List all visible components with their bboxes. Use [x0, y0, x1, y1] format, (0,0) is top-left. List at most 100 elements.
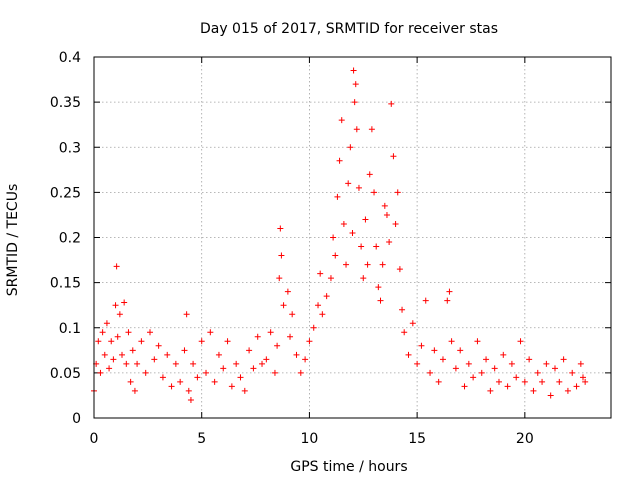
data-point — [564, 387, 571, 394]
data-point — [323, 293, 330, 300]
data-point — [131, 387, 138, 394]
data-point — [177, 378, 184, 385]
data-point — [181, 347, 188, 354]
data-point — [114, 333, 121, 340]
x-tick-label: 20 — [516, 431, 534, 447]
y-tick-label: 0.3 — [59, 140, 81, 156]
data-point — [172, 360, 179, 367]
data-point — [310, 324, 317, 331]
data-points — [91, 67, 589, 403]
data-point — [317, 270, 324, 277]
x-tick-label: 10 — [301, 431, 319, 447]
data-point — [448, 338, 455, 345]
y-tick-label: 0.25 — [50, 185, 81, 201]
data-point — [401, 329, 408, 336]
data-point — [151, 356, 158, 363]
data-point — [431, 347, 438, 354]
data-point — [386, 239, 393, 246]
data-point — [446, 288, 453, 295]
data-point — [194, 374, 201, 381]
data-point — [375, 284, 382, 291]
plot-frame — [93, 56, 612, 419]
data-point — [379, 261, 386, 268]
data-point — [134, 360, 141, 367]
data-point — [263, 356, 270, 363]
data-point — [504, 383, 511, 390]
data-point — [319, 311, 326, 318]
y-tick-label: 0.1 — [59, 321, 81, 337]
data-point — [355, 184, 362, 191]
data-point — [392, 220, 399, 227]
data-point — [439, 356, 446, 363]
data-point — [362, 216, 369, 223]
data-point — [343, 261, 350, 268]
data-point — [394, 189, 401, 196]
data-point — [246, 347, 253, 354]
data-point — [435, 378, 442, 385]
data-point — [123, 360, 130, 367]
data-point — [513, 374, 520, 381]
data-point — [422, 297, 429, 304]
data-point — [347, 144, 354, 151]
data-point — [547, 392, 554, 399]
y-axis-label: SRMTID / TECUs — [5, 184, 21, 297]
data-point — [366, 171, 373, 178]
data-point — [254, 333, 261, 340]
data-point — [478, 369, 485, 376]
data-point — [364, 261, 371, 268]
data-point — [483, 356, 490, 363]
data-point — [129, 347, 136, 354]
data-point — [142, 369, 149, 376]
data-point — [427, 369, 434, 376]
data-point — [159, 374, 166, 381]
data-point — [521, 378, 528, 385]
data-point — [461, 383, 468, 390]
data-point — [138, 338, 145, 345]
data-point — [112, 302, 119, 309]
x-tick-label: 0 — [90, 431, 99, 447]
data-point — [349, 229, 356, 236]
data-point — [543, 360, 550, 367]
data-point — [500, 351, 507, 358]
data-point — [351, 99, 358, 106]
data-point — [277, 225, 284, 232]
data-point — [302, 356, 309, 363]
data-point — [345, 180, 352, 187]
data-point — [203, 369, 210, 376]
data-point — [330, 234, 337, 241]
data-point — [465, 360, 472, 367]
data-point — [190, 360, 197, 367]
data-point — [556, 378, 563, 385]
data-point — [274, 342, 281, 349]
y-tick-label: 0.35 — [50, 95, 81, 111]
data-point — [101, 351, 108, 358]
data-point — [284, 288, 291, 295]
data-point — [358, 243, 365, 250]
data-point — [577, 360, 584, 367]
data-point — [155, 342, 162, 349]
y-tick-label: 0.2 — [59, 231, 81, 247]
data-point — [103, 320, 110, 327]
data-point — [381, 202, 388, 209]
data-point — [224, 338, 231, 345]
data-point — [121, 299, 128, 306]
data-point — [259, 360, 266, 367]
data-point — [360, 275, 367, 282]
y-tick-label: 0 — [72, 411, 81, 427]
data-point — [444, 297, 451, 304]
data-point — [297, 369, 304, 376]
grid-lines — [94, 57, 611, 418]
data-point — [211, 378, 218, 385]
data-point — [383, 211, 390, 218]
data-point — [388, 100, 395, 107]
data-point — [551, 365, 558, 372]
data-point — [526, 356, 533, 363]
data-point — [278, 252, 285, 259]
data-point — [573, 383, 580, 390]
data-point — [187, 396, 194, 403]
data-point — [250, 365, 257, 372]
data-point — [334, 193, 341, 200]
data-point — [338, 117, 345, 124]
data-point — [125, 329, 132, 336]
data-point — [579, 374, 586, 381]
